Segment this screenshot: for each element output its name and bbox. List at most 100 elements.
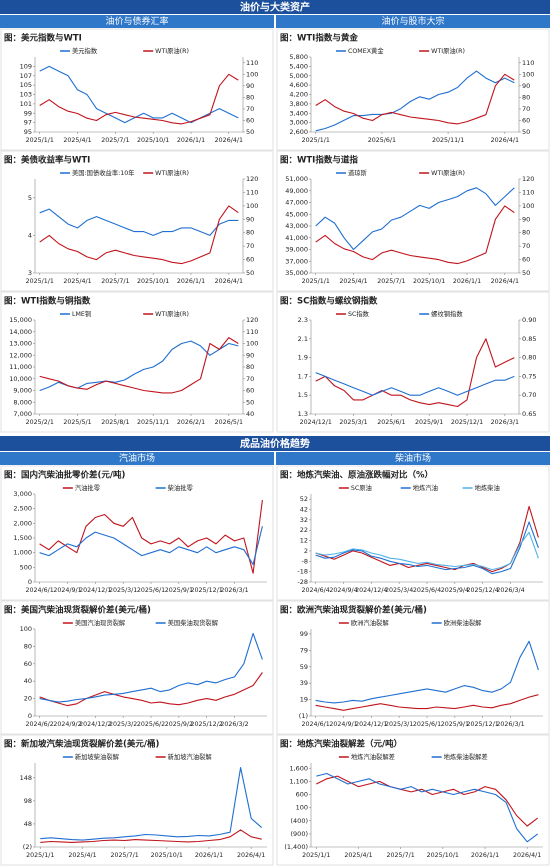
x-tick-label: 2025/12/2 xyxy=(191,721,223,728)
x-tick-label: 2026/3/4 xyxy=(496,587,524,594)
x-tick-label: 2024/6/1 xyxy=(301,721,329,728)
series-line xyxy=(39,205,239,265)
x-tick-label: 2025/7/1 xyxy=(386,852,414,859)
x-tick-label: 2025/11/1 xyxy=(137,419,169,426)
y-tick-label: 14,000 xyxy=(9,328,32,336)
x-tick-label: 2025/7/1 xyxy=(377,278,405,285)
y-tick-label: 0 xyxy=(28,712,32,720)
y-tick-label: 2,600 xyxy=(289,128,308,136)
legend-label: WTI原油(R) xyxy=(155,309,189,318)
y2-tick-label: 60 xyxy=(246,116,254,124)
y-tick-label: 97 xyxy=(24,119,32,127)
x-tick-label: 2025/7/1 xyxy=(101,278,129,285)
x-tick-label: 2025/5/1 xyxy=(63,419,91,426)
y2-tick-label: 50 xyxy=(522,269,530,277)
y2-tick-label: 80 xyxy=(522,229,530,237)
y-tick-label: 59 xyxy=(300,663,308,671)
y-tick-label: 500 xyxy=(20,563,32,571)
legend-label: LME铜 xyxy=(72,309,91,318)
legend-label: WTI原油(R) xyxy=(431,168,465,177)
subheader: 汽油市场 xyxy=(119,452,155,464)
y-tick-label: 79 xyxy=(300,646,308,654)
x-tick-label: 2026/4/1 xyxy=(491,278,519,285)
legend-label: WTI原油(R) xyxy=(431,46,465,55)
x-tick-label: 2025/1/1 xyxy=(26,852,54,859)
x-tick-label: 2025/10/1 xyxy=(151,852,183,859)
legend-label: 地炼柴油 xyxy=(475,483,500,492)
y2-tick-label: 0.80 xyxy=(522,354,536,362)
y-tick-label: 1.3 xyxy=(298,410,308,418)
y-tick-label: 51,000 xyxy=(285,175,308,183)
legend-label: 欧洲柴油裂解 xyxy=(444,618,482,627)
series-line xyxy=(315,521,539,575)
x-tick-label: 2025/4/1 xyxy=(68,852,96,859)
y2-tick-label: 100 xyxy=(246,202,258,210)
y-tick-label: 99 xyxy=(24,109,32,117)
series-line xyxy=(315,694,539,711)
panel xyxy=(0,150,274,292)
x-tick-label: 2025/10/1 xyxy=(427,852,459,859)
y2-tick-label: 70 xyxy=(246,242,254,250)
y2-tick-label: 50 xyxy=(522,128,530,136)
y2-tick-label: 70 xyxy=(246,105,254,113)
y-tick-label: 1,500 xyxy=(13,534,32,542)
x-tick-label: 2025/8/1 xyxy=(101,419,129,426)
x-tick-label: 2026/1/1 xyxy=(177,137,205,144)
x-tick-label: 2026/4/1 xyxy=(215,278,243,285)
y2-tick-label: 120 xyxy=(246,316,258,324)
x-tick-label: 2025/7/1 xyxy=(101,137,129,144)
panel xyxy=(276,465,550,601)
subheader: 油价与股市大宗 xyxy=(381,15,444,27)
y-tick-label: 35,000 xyxy=(285,269,308,277)
chart-title: 图：SC指数与螺纹钢指数 xyxy=(280,296,378,307)
x-tick-label: 2025/3/2 xyxy=(109,721,137,728)
y-tick-label: 41,000 xyxy=(285,234,308,242)
y-tick-label: -18 xyxy=(297,568,308,576)
x-tick-label: 2025/6/2 xyxy=(137,721,165,728)
y-tick-label: 11,000 xyxy=(9,363,32,371)
x-tick-label: 2026/4/1 xyxy=(215,137,243,144)
x-tick-label: 2025/6/1 xyxy=(377,419,405,426)
x-tick-label: 2025/12/1 xyxy=(191,587,223,594)
chart-title: 图：WTI指数与铜指数 xyxy=(4,296,91,307)
y-tick-label: 9,000 xyxy=(13,387,32,395)
y2-tick-label: 90 xyxy=(246,351,254,359)
y2-tick-label: 120 xyxy=(522,175,534,183)
legend-label: 新加坡柴油裂解 xyxy=(75,752,120,761)
y2-tick-label: 90 xyxy=(522,215,530,223)
y-tick-label: 47,000 xyxy=(285,199,308,207)
panel xyxy=(0,600,274,735)
x-tick-label: 2024/6/2 xyxy=(25,721,53,728)
x-tick-label: 2024/9/2 xyxy=(53,721,81,728)
panel xyxy=(0,291,274,433)
x-tick-label: 2024/6/4 xyxy=(301,587,329,594)
subheader: 油价与债券汇率 xyxy=(105,15,168,27)
y2-tick-label: 0.65 xyxy=(522,410,536,418)
y-tick-label: 98 xyxy=(24,797,32,805)
y-tick-label: 3 xyxy=(28,269,32,277)
series-line xyxy=(315,640,539,704)
chart-title: 图：地炼汽柴油、原油涨跌幅对比（%） xyxy=(280,470,433,481)
y-tick-label: 2.1 xyxy=(298,335,308,343)
y-tick-label: 600 xyxy=(296,791,308,799)
y-tick-label: 5,000 xyxy=(289,72,308,80)
subheader-bar xyxy=(0,15,274,28)
panel xyxy=(276,291,550,433)
y2-tick-label: 70 xyxy=(522,242,530,250)
y-tick-label: 5,800 xyxy=(289,53,308,61)
y2-tick-label: 70 xyxy=(522,105,530,113)
y-tick-label: 100 xyxy=(296,804,308,812)
x-tick-label: 2026/1/1 xyxy=(471,852,499,859)
x-tick-label: 2025/7/1 xyxy=(110,852,138,859)
y-tick-label: 0 xyxy=(28,578,32,586)
y-tick-label: 4,200 xyxy=(289,91,308,99)
x-tick-label: 2024/9/1 xyxy=(53,587,81,594)
x-tick-label: 2026/1/1 xyxy=(195,852,223,859)
x-tick-label: 2024/9/1 xyxy=(329,721,357,728)
y-tick-label: 12 xyxy=(300,537,308,545)
legend-label: WTI原油(R) xyxy=(155,168,189,177)
y2-tick-label: 60 xyxy=(246,256,254,264)
series-line xyxy=(316,775,539,827)
